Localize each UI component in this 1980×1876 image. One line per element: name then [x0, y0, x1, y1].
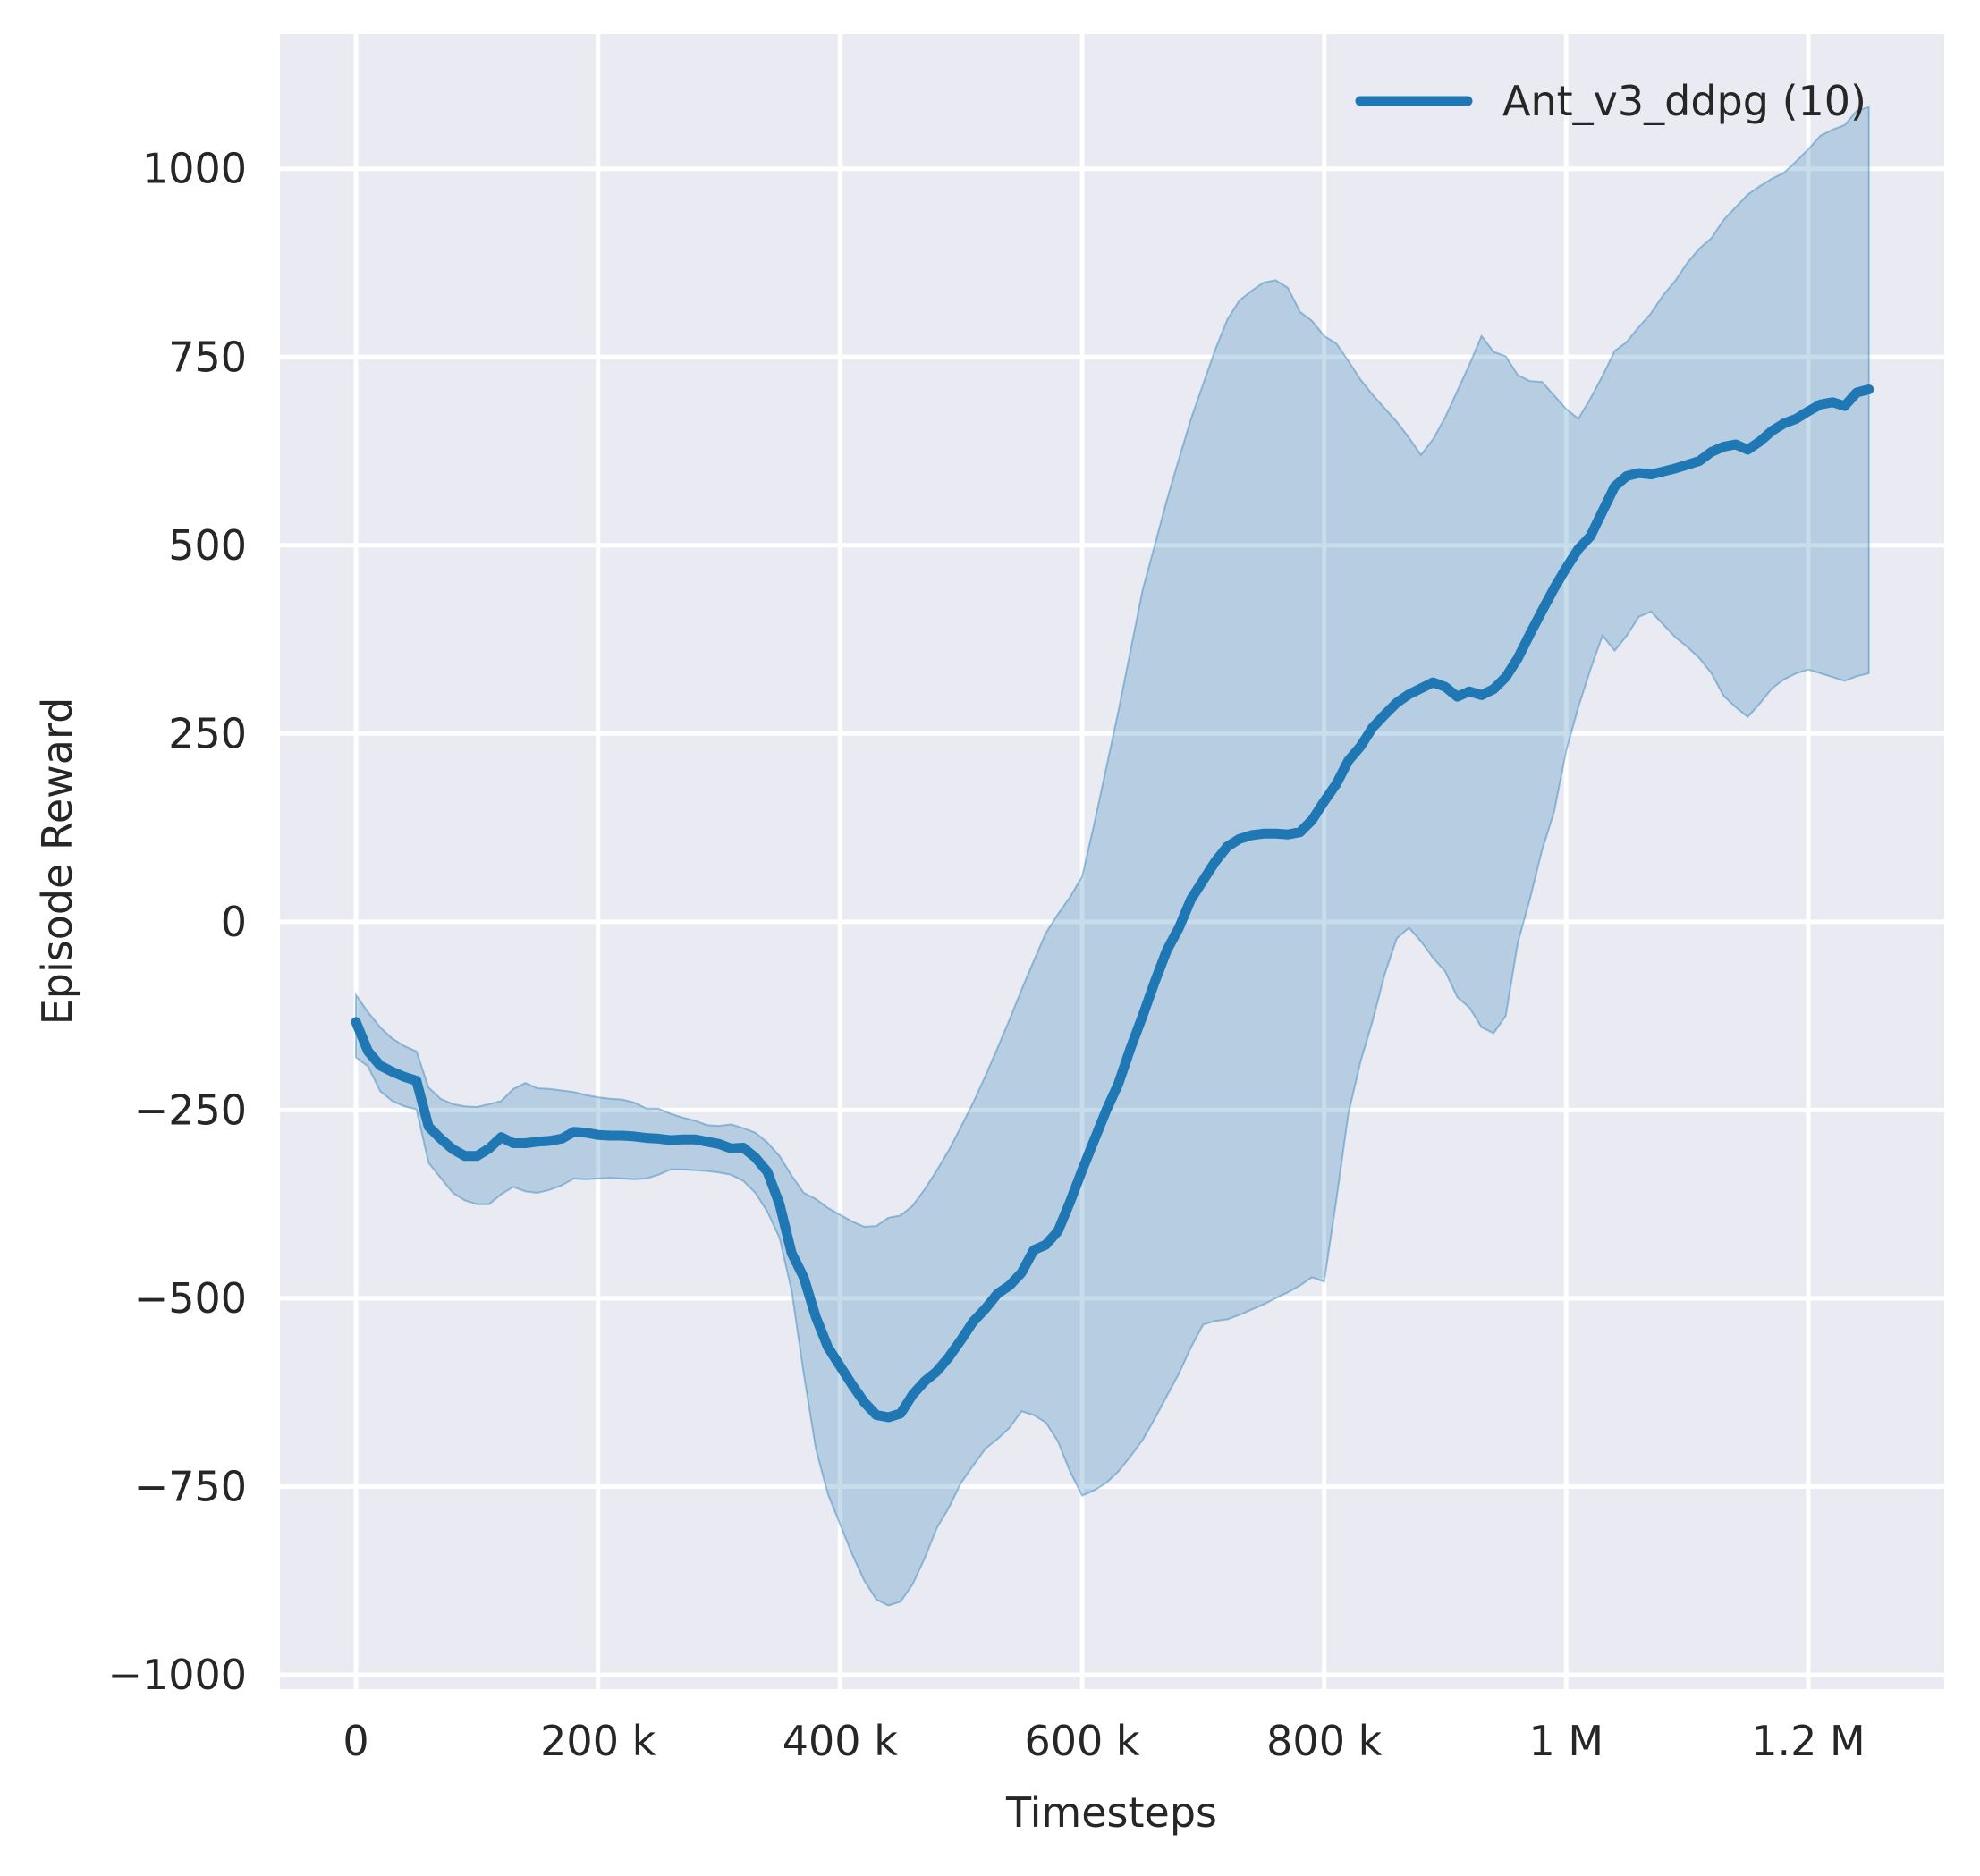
- y-tick-label: 1000: [142, 145, 247, 193]
- y-tick-label: 500: [168, 521, 247, 570]
- tick-label-layer: 0 200 k 400 k 600 k 800 k 1 M 1.2 M 1000 750 500 2…: [107, 145, 1865, 1765]
- x-axis-label: Timesteps: [1005, 1788, 1217, 1837]
- y-tick-label: 0: [221, 898, 247, 946]
- x-tick-label: 0: [343, 1717, 368, 1765]
- legend: Ant_v3_ddpg (10): [1355, 77, 1866, 125]
- grid-layer: [280, 34, 1944, 1689]
- x-tick-label: 200 k: [540, 1717, 656, 1765]
- x-tick-label: 1.2 M: [1751, 1717, 1865, 1765]
- series-layer: [351, 106, 1874, 1607]
- y-tick-label: 250: [168, 709, 247, 757]
- plot-area: [280, 34, 1944, 1689]
- plot-background-layer: [280, 34, 1944, 1689]
- y-axis-label: Episode Reward: [33, 697, 81, 1026]
- y-tick-label: 750: [168, 333, 247, 381]
- y-tick-label: −500: [134, 1274, 247, 1322]
- y-tick-label: −750: [134, 1463, 247, 1511]
- confidence-band: [355, 106, 1870, 1607]
- y-tick-label: −1000: [107, 1651, 247, 1699]
- x-tick-label: 1 M: [1529, 1717, 1604, 1765]
- x-tick-label: 400 k: [783, 1717, 898, 1765]
- mean-line: [351, 384, 1874, 1423]
- x-tick-label: 800 k: [1266, 1717, 1382, 1765]
- x-tick-label: 600 k: [1024, 1717, 1139, 1765]
- y-tick-label: −250: [134, 1086, 247, 1134]
- legend-label: Ant_v3_ddpg (10): [1502, 77, 1866, 125]
